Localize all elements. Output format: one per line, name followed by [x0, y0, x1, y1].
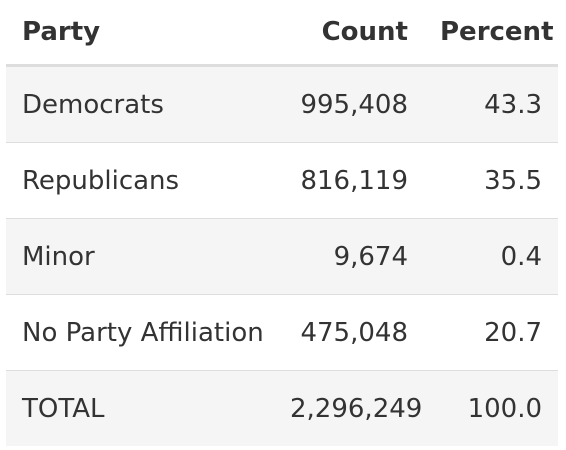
percent-cell: 35.5 — [424, 142, 558, 219]
party-cell: Minor — [6, 218, 274, 295]
table-body: Democrats 995,408 43.3 Republicans 816,1… — [6, 65, 558, 446]
table-header: Party Count Percent — [6, 0, 558, 67]
table-row: No Party Affiliation 475,048 20.7 — [6, 294, 558, 371]
party-cell: Republicans — [6, 142, 274, 219]
table-row: Republicans 816,119 35.5 — [6, 142, 558, 219]
party-column-header: Party — [6, 0, 274, 67]
total-row: TOTAL 2,296,249 100.0 — [6, 370, 558, 446]
party-cell: TOTAL — [6, 370, 274, 446]
percent-cell: 20.7 — [424, 294, 558, 371]
count-cell: 816,119 — [274, 142, 424, 219]
percent-column-header: Percent — [424, 0, 558, 67]
party-registration-table-container: Party Count Percent Democrats 995,408 43… — [6, 0, 558, 446]
table-row: Minor 9,674 0.4 — [6, 218, 558, 295]
party-registration-table: Party Count Percent Democrats 995,408 43… — [6, 0, 558, 446]
count-column-header: Count — [274, 0, 424, 67]
party-cell: Democrats — [6, 65, 274, 143]
count-cell: 9,674 — [274, 218, 424, 295]
count-cell: 2,296,249 — [274, 370, 424, 446]
count-cell: 995,408 — [274, 65, 424, 143]
percent-cell: 0.4 — [424, 218, 558, 295]
party-cell: No Party Affiliation — [6, 294, 274, 371]
percent-cell: 43.3 — [424, 65, 558, 143]
count-cell: 475,048 — [274, 294, 424, 371]
header-row: Party Count Percent — [6, 0, 558, 67]
percent-cell: 100.0 — [424, 370, 558, 446]
table-row: Democrats 995,408 43.3 — [6, 65, 558, 143]
